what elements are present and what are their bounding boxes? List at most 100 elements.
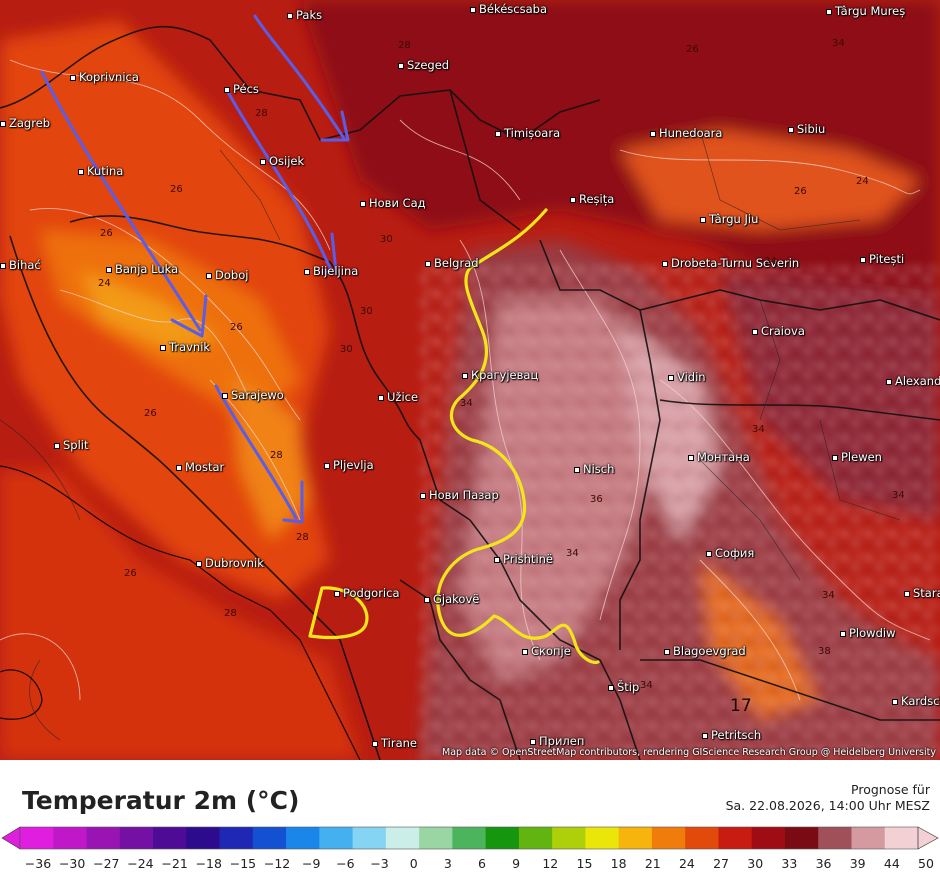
scale-tick-label: −24 xyxy=(127,856,154,871)
isotherm-value: 28 xyxy=(224,608,237,619)
city-label: Târgu Mureș xyxy=(826,4,905,18)
scale-tick-label: 33 xyxy=(781,856,798,871)
isotherm-value: 26 xyxy=(144,408,157,419)
scale-swatch xyxy=(685,827,719,849)
isotherm-value: 26 xyxy=(230,322,243,333)
city-label: Belgrad xyxy=(425,256,479,270)
city-label: Stara Zagora xyxy=(904,586,940,600)
scale-swatch xyxy=(552,827,586,849)
isotherm-value: 34 xyxy=(640,680,653,691)
city-label: Szeged xyxy=(398,58,449,72)
scale-tick-label: 50 xyxy=(918,856,934,871)
city-label: Travnik xyxy=(160,340,210,354)
color-scale xyxy=(1,826,939,850)
city-label: Прилеп xyxy=(530,734,584,748)
temperature-field xyxy=(0,0,940,760)
scale-tick-label: 44 xyxy=(883,856,900,871)
city-label: Banja Luka xyxy=(106,262,178,276)
scale-swatch xyxy=(352,827,387,849)
city-label: Timișoara xyxy=(495,126,560,140)
scale-tick-label: 24 xyxy=(678,856,695,871)
scale-low-arrow xyxy=(1,826,21,850)
legend-title: Temperatur 2m (°C) xyxy=(22,786,300,815)
city-label: Нови Пазар xyxy=(420,488,499,502)
isotherm-value: 34 xyxy=(892,490,905,501)
scale-tick-label: 15 xyxy=(576,856,593,871)
isotherm-value: 28 xyxy=(296,532,309,543)
city-label: Pécs xyxy=(224,82,259,96)
city-label: Drobeta-Turnu Severin xyxy=(662,256,799,270)
isotherm-value: 34 xyxy=(764,256,777,267)
city-label: Крагујевац xyxy=(462,368,538,382)
city-label: Plewen xyxy=(832,450,882,464)
scale-swatch xyxy=(618,827,653,849)
scale-swatch xyxy=(751,827,786,849)
scale-tick-label: −27 xyxy=(93,856,120,871)
scale-tick-label: −6 xyxy=(336,856,355,871)
isotherm-value: 38 xyxy=(818,646,831,657)
city-label: Reșița xyxy=(570,192,614,206)
city-label: Prishtinë xyxy=(494,552,553,566)
city-label: Gjakovë xyxy=(424,592,479,606)
scale-swatch xyxy=(452,827,487,849)
city-label: Pljevlja xyxy=(324,458,374,472)
isotherm-value: 30 xyxy=(380,234,393,245)
scale-swatch xyxy=(219,827,254,849)
city-label: Нови Сад xyxy=(360,196,426,210)
scale-tick-label: 21 xyxy=(644,856,661,871)
scale-tick-label: −12 xyxy=(263,856,291,871)
scale-swatch xyxy=(319,827,354,849)
city-label: Štip xyxy=(608,680,639,694)
color-scale-ticks: −36 −30 −27 −24 −21 −18 −15 −12 −9 −6 −3 0 3 6 9 12 15 18… xyxy=(0,856,940,874)
isotherm-value: 36 xyxy=(590,494,603,505)
city-label: Mostar xyxy=(176,460,224,474)
isotherm-value: 24 xyxy=(98,278,111,289)
scale-tick-label: 30 xyxy=(747,856,764,871)
isotherm-value: 26 xyxy=(100,228,113,239)
scale-swatch xyxy=(651,827,686,849)
city-label: Bijeljina xyxy=(304,264,358,278)
isotherm-value: 28 xyxy=(270,450,283,461)
scale-swatch xyxy=(518,827,553,849)
isotherm-value: 28 xyxy=(255,108,268,119)
city-label: Vidin xyxy=(668,370,706,384)
forecast-label: Prognose für xyxy=(851,782,930,797)
city-label: Nisch xyxy=(574,462,614,476)
city-label: София xyxy=(706,546,754,560)
scale-swatch xyxy=(585,827,620,849)
city-label: Koprivnica xyxy=(70,70,139,84)
isotherm-value: 34 xyxy=(566,548,579,559)
city-label: Sibiu xyxy=(788,122,825,136)
city-label: Osijek xyxy=(260,154,304,168)
scale-tick-label: 18 xyxy=(610,856,627,871)
scale-swatch xyxy=(153,827,187,849)
scale-tick-label: −18 xyxy=(195,856,222,871)
isotherm-value: 34 xyxy=(460,398,473,409)
isotherm-value: 26 xyxy=(794,186,807,197)
city-label: Kutina xyxy=(78,164,123,178)
city-label: Pitești xyxy=(860,252,904,266)
scale-tick-label: −15 xyxy=(229,856,257,871)
city-label: Скопје xyxy=(522,644,571,658)
scale-tick-label: −3 xyxy=(370,856,389,871)
scale-tick-label: 39 xyxy=(849,856,866,871)
scale-swatch xyxy=(286,827,320,849)
city-label: Sarajewo xyxy=(222,388,284,402)
city-label: Alexandria xyxy=(886,374,940,388)
scale-swatch xyxy=(419,827,453,849)
isotherm-value: 26 xyxy=(124,568,137,579)
scale-tick-label: 9 xyxy=(512,856,521,871)
city-label: Blagoevgrad xyxy=(664,644,746,658)
isotherm-value: 26 xyxy=(170,184,183,195)
scale-swatch xyxy=(485,827,520,849)
scale-tick-label: 36 xyxy=(815,856,832,871)
scale-tick-label: −30 xyxy=(58,856,86,871)
city-label: Монтана xyxy=(688,450,750,464)
legend-panel: Temperatur 2m (°C) Prognose für Sa. 22.0… xyxy=(0,760,940,888)
city-label: Plowdiw xyxy=(840,626,895,640)
forecast-time: Sa. 22.08.2026, 14:00 Uhr MESZ xyxy=(725,798,930,813)
scale-swatch xyxy=(53,827,88,849)
forecast-info: Prognose für Sa. 22.08.2026, 14:00 Uhr M… xyxy=(726,782,930,814)
city-label: Tirane xyxy=(372,736,417,750)
scale-swatch xyxy=(718,827,753,849)
